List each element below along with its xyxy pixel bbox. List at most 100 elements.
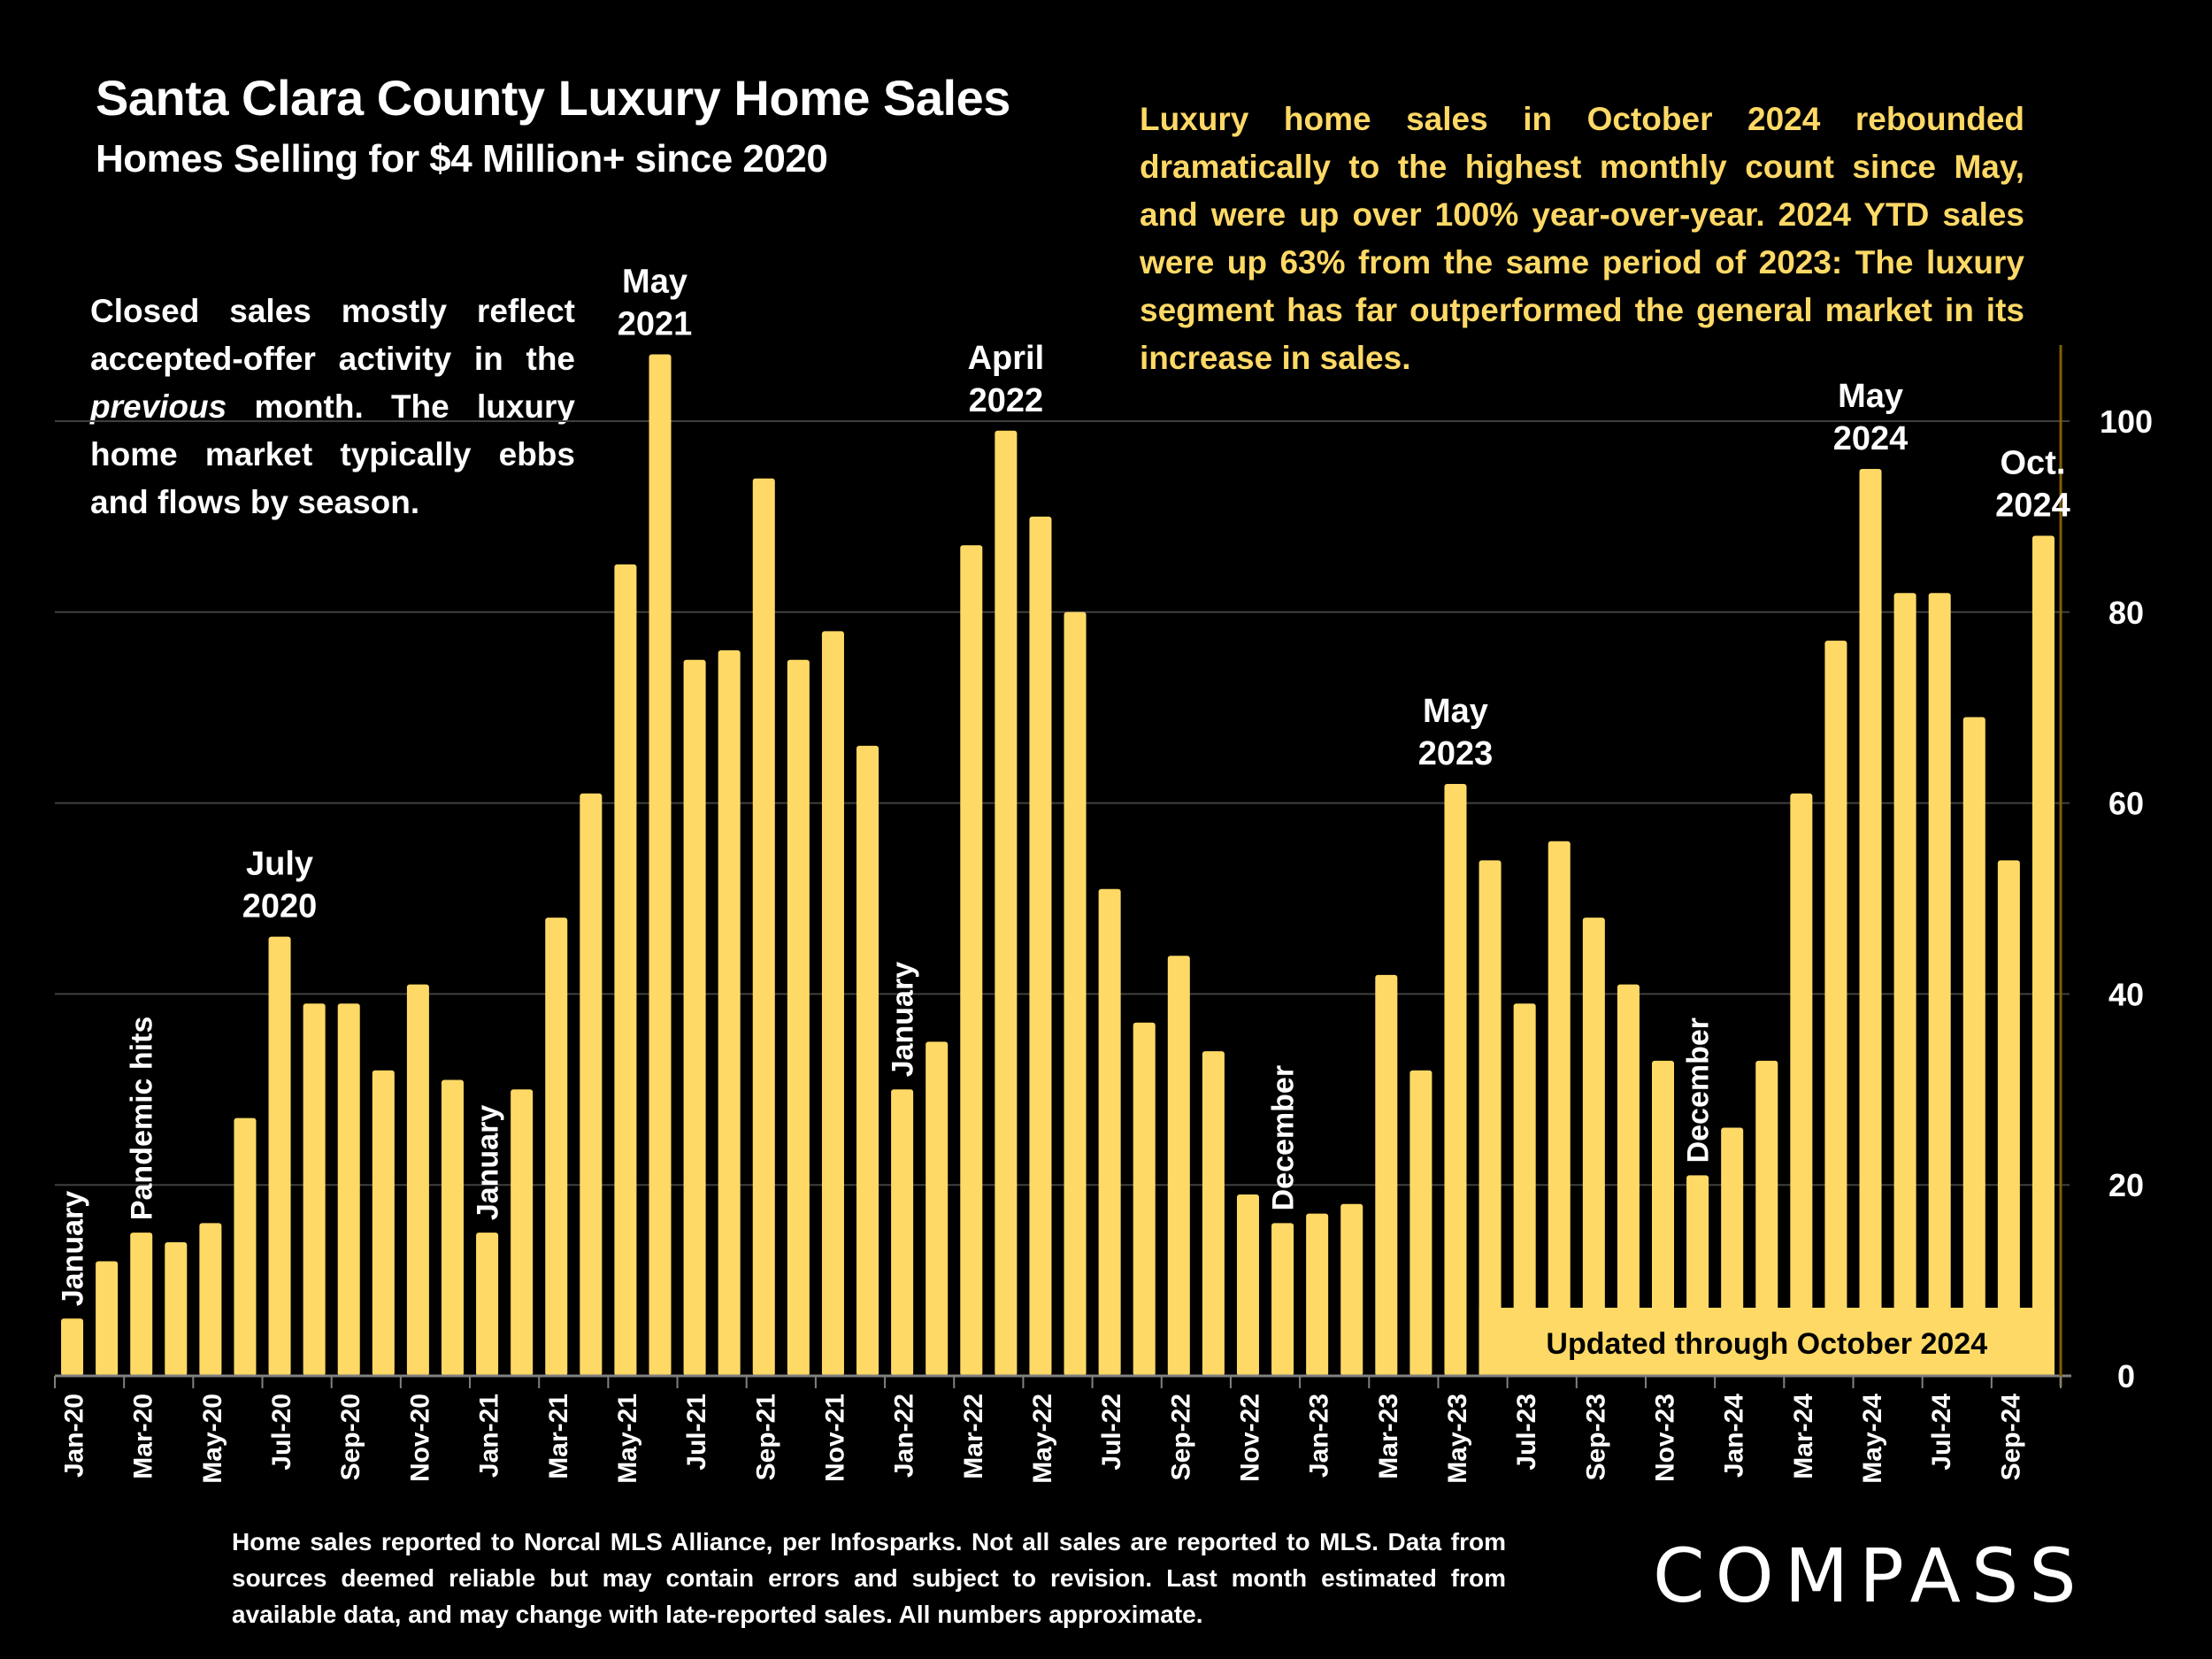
axes	[54, 345, 2071, 1388]
bar-may-21	[614, 564, 637, 1376]
bar-jun-24	[1893, 593, 1916, 1376]
bar-jan-23	[1306, 1213, 1329, 1376]
bar-oct-24	[2032, 535, 2055, 1376]
annotation-label: 2022	[969, 382, 1044, 419]
annotation-label: January	[57, 1191, 90, 1306]
chart-title: Santa Clara County Luxury Home Sales	[96, 70, 1010, 126]
bar-feb-24	[1755, 1060, 1778, 1376]
bar-nov-21	[821, 631, 844, 1376]
bar-feb-21	[511, 1089, 534, 1376]
bar-sep-21	[752, 478, 775, 1376]
bar-nov-20	[406, 984, 429, 1376]
y-tick-label: 80	[2108, 595, 2144, 631]
bar-jul-22	[1098, 888, 1121, 1376]
x-tick-label: Nov-20	[405, 1394, 434, 1482]
x-tick-label: May-22	[1028, 1394, 1057, 1484]
bar-oct-22	[1202, 1051, 1225, 1376]
callout-box	[1479, 1308, 2055, 1376]
x-tick-label: May-20	[198, 1394, 227, 1484]
x-tick-label: Jan-22	[890, 1394, 919, 1478]
x-tick-label: Sep-20	[336, 1394, 365, 1480]
updated-callout: Updated through October 2024	[1479, 1308, 2055, 1376]
bar-sep-24	[1997, 860, 2020, 1376]
bar-apr-20	[165, 1241, 188, 1376]
bar-feb-23	[1340, 1203, 1363, 1376]
bar-apr-24	[1824, 641, 1847, 1376]
bar-mar-20	[130, 1233, 153, 1376]
x-tick-label: Mar-22	[959, 1394, 988, 1479]
y-tick-labels: 0 20 40 60 80 100	[2100, 403, 2153, 1394]
bar-nov-23	[1652, 1060, 1675, 1376]
x-tick-label: Mar-21	[544, 1394, 573, 1479]
note-part-1: Closed sales mostly reflect accepted-off…	[90, 293, 575, 377]
x-tick-label: Sep-23	[1581, 1394, 1610, 1480]
x-tick-label: Mar-24	[1789, 1394, 1818, 1479]
x-tick-label: Sep-24	[1996, 1394, 2025, 1481]
bar-aug-21	[718, 649, 741, 1376]
bar-jul-21	[683, 659, 706, 1376]
x-tick-label: Jul-23	[1512, 1394, 1541, 1471]
bar-jul-23	[1513, 1003, 1536, 1376]
annotation-label: May	[1423, 693, 1488, 730]
bar-may-22	[1029, 516, 1052, 1376]
x-tick-label: Sep-21	[751, 1394, 780, 1480]
y-tick-label: 0	[2117, 1358, 2135, 1394]
x-tick-label: Jul-21	[682, 1394, 711, 1471]
bar-feb-20	[96, 1261, 119, 1376]
y-tick-label: 20	[2108, 1167, 2144, 1203]
x-tick-label: Nov-22	[1235, 1394, 1264, 1482]
bar-jun-21	[649, 354, 672, 1377]
compass-logo: COMPASS	[1653, 1532, 2087, 1619]
x-tick-label: Jul-22	[1097, 1394, 1126, 1471]
annotation-label: 2024	[1833, 420, 1909, 457]
note-italic: previous	[90, 388, 227, 425]
bar-sep-22	[1167, 956, 1190, 1376]
bar-dec-21	[856, 745, 879, 1376]
bar-mar-22	[960, 545, 983, 1376]
source-footnote: Home sales reported to Norcal MLS Allian…	[232, 1528, 1506, 1628]
bar-jul-20	[268, 936, 291, 1376]
bar-nov-22	[1236, 1194, 1259, 1376]
y-tick-label: 60	[2108, 786, 2144, 822]
bar-mar-24	[1790, 793, 1813, 1376]
annotation-label: January	[472, 1105, 505, 1220]
x-tick-label: Nov-23	[1651, 1394, 1680, 1482]
bar-aug-23	[1548, 841, 1571, 1376]
note-part-2: month. The luxury home market typically …	[90, 388, 575, 520]
x-tick-label: Jan-23	[1305, 1394, 1334, 1478]
callout-text: Updated through October 2024	[1546, 1327, 1987, 1361]
bar-aug-20	[303, 1003, 326, 1376]
bar-jun-20	[234, 1118, 257, 1376]
commentary-text: Luxury home sales in October 2024 reboun…	[1140, 101, 2024, 376]
annotation-label: May	[622, 263, 687, 300]
annotation-label: 2021	[618, 305, 693, 342]
bar-may-20	[199, 1223, 222, 1376]
x-tick-label: May-23	[1443, 1394, 1472, 1484]
bar-feb-22	[926, 1041, 949, 1376]
x-tick-labels: Jan-20 Mar-20 May-20 Jul-20 Sep-20 Nov-20 Jan-…	[60, 1394, 2026, 1484]
bar-oct-23	[1617, 984, 1640, 1376]
bars	[61, 354, 2055, 1377]
bar-jul-24	[1928, 593, 1951, 1376]
chart-subtitle: Homes Selling for $4 Million+ since 2020	[96, 137, 828, 180]
seasonality-note: Closed sales mostly reflect accepted-off…	[90, 288, 575, 526]
annotations: January Pandemic hits July 2020 January May 20…	[57, 263, 2070, 1306]
annotation-label: 2020	[242, 888, 318, 926]
bar-may-23	[1444, 784, 1467, 1376]
bar-aug-24	[1962, 717, 1985, 1376]
x-tick-label: Jul-20	[267, 1394, 296, 1471]
x-tick-label: Jan-20	[60, 1394, 89, 1478]
x-tick-label: Nov-21	[820, 1394, 849, 1482]
x-tick-label: Mar-23	[1374, 1394, 1403, 1479]
annotation-label: December	[1682, 1018, 1716, 1163]
bar-oct-21	[787, 659, 810, 1376]
bar-jun-23	[1479, 860, 1502, 1376]
x-tick-label: May-24	[1858, 1394, 1887, 1484]
bar-dec-20	[441, 1079, 464, 1376]
bar-jun-22	[1064, 611, 1087, 1376]
annotation-label: January	[887, 962, 920, 1077]
x-tick-label: Jan-21	[475, 1394, 504, 1478]
y-tick-label: 40	[2108, 976, 2144, 1012]
annotation-label: Pandemic hits	[126, 1017, 159, 1221]
